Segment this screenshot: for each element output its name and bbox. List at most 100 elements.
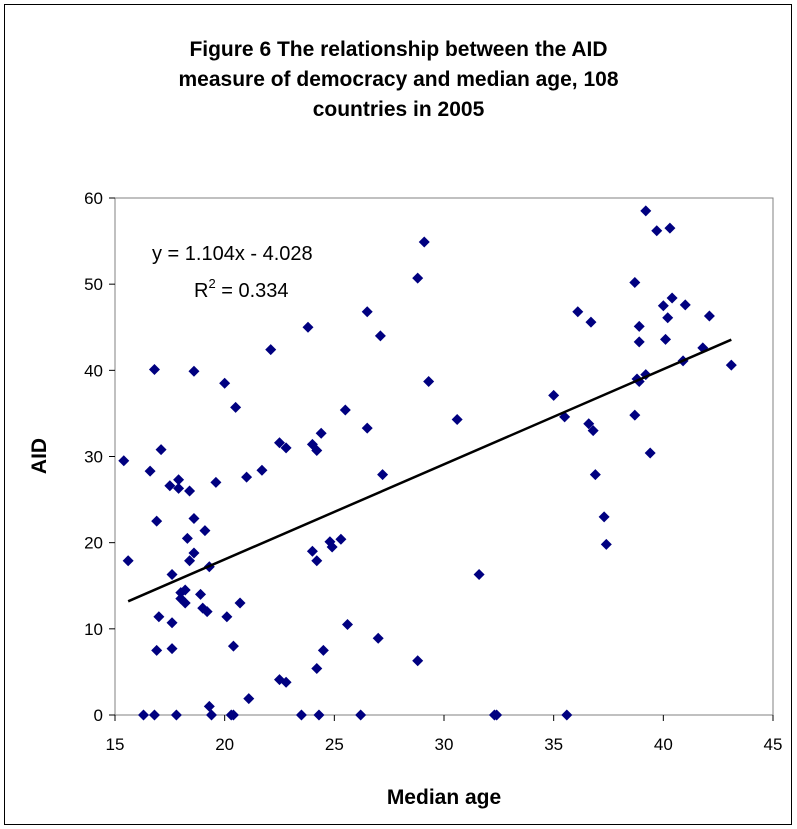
data-point: [657, 300, 669, 312]
data-point: [206, 709, 218, 721]
data-point: [188, 365, 200, 377]
data-point: [170, 709, 182, 721]
x-tick-label: 25: [325, 735, 344, 754]
data-point: [317, 644, 329, 656]
data-point: [664, 222, 676, 234]
data-point: [629, 409, 641, 421]
y-tick-label: 60: [84, 189, 103, 208]
data-point: [181, 532, 193, 544]
data-point: [412, 655, 424, 667]
x-tick-label: 40: [654, 735, 673, 754]
data-point: [341, 619, 353, 631]
data-point: [651, 225, 663, 237]
data-point: [598, 511, 610, 523]
y-axis-title: AID: [28, 438, 51, 474]
data-point: [118, 455, 130, 467]
data-point: [311, 444, 323, 456]
data-point: [166, 569, 178, 581]
data-point: [155, 444, 167, 456]
data-point: [195, 588, 207, 600]
y-tick-label: 20: [84, 534, 103, 553]
data-point: [148, 709, 160, 721]
data-point: [302, 321, 314, 333]
data-point: [164, 480, 176, 492]
data-point: [587, 425, 599, 437]
trendline: [127, 338, 732, 603]
data-point: [184, 485, 196, 497]
data-point: [151, 515, 163, 527]
x-tick-label: 15: [106, 735, 125, 754]
y-tick-label: 40: [84, 361, 103, 380]
chart-title-line-2: measure of democracy and median age, 108: [178, 68, 619, 91]
data-point: [274, 437, 285, 449]
y-tick-label: 10: [84, 620, 103, 639]
data-point: [583, 418, 595, 430]
data-point: [355, 709, 367, 721]
data-point: [662, 312, 674, 324]
data-points: [118, 205, 737, 721]
data-point: [179, 584, 191, 596]
r2-exponent: 2: [208, 276, 215, 291]
data-point: [313, 709, 325, 721]
data-point: [243, 693, 255, 705]
data-point: [166, 617, 178, 629]
data-point: [148, 363, 160, 375]
data-point: [153, 611, 165, 623]
data-point: [221, 611, 233, 623]
data-point: [256, 464, 268, 476]
data-point: [241, 471, 253, 483]
data-point: [151, 644, 163, 656]
data-point: [629, 276, 641, 288]
data-point: [561, 709, 573, 721]
data-point: [184, 555, 196, 567]
data-point: [703, 310, 715, 322]
data-point: [199, 525, 211, 537]
data-point: [166, 643, 178, 655]
chart-title-line-1: Figure 6 The relationship between the AI…: [189, 38, 608, 61]
data-point: [377, 469, 389, 481]
data-point: [633, 336, 645, 348]
data-point: [144, 465, 156, 477]
data-point: [679, 299, 691, 311]
data-point: [335, 533, 347, 545]
data-point: [280, 676, 292, 688]
x-axis-title: Median age: [387, 786, 501, 809]
data-point: [315, 427, 327, 439]
data-point: [491, 709, 503, 721]
x-tick-label: 20: [215, 735, 234, 754]
r2-value: = 0.334: [216, 280, 289, 302]
data-point: [311, 662, 323, 674]
data-point: [188, 547, 200, 559]
data-point: [234, 597, 246, 609]
data-point: [230, 401, 242, 413]
x-tick-label: 45: [764, 735, 783, 754]
chart-title: Figure 6 The relationship between the AI…: [0, 35, 797, 125]
data-point: [644, 447, 656, 459]
y-axis-ticks: 0 10 20 30 40 50 60: [84, 189, 115, 725]
data-point: [423, 376, 435, 388]
data-point: [227, 640, 239, 652]
x-tick-label: 30: [435, 735, 454, 754]
data-point: [660, 333, 672, 345]
data-point: [600, 538, 612, 550]
data-point: [173, 474, 185, 486]
data-point: [372, 632, 384, 644]
data-point: [311, 555, 323, 567]
data-point: [203, 700, 215, 712]
data-point: [451, 413, 463, 425]
data-point: [418, 236, 430, 248]
data-point: [306, 545, 318, 557]
data-point: [173, 482, 185, 494]
data-point: [361, 306, 373, 318]
data-point: [188, 513, 200, 525]
data-point: [138, 709, 150, 721]
data-point: [227, 709, 239, 721]
y-tick-label: 50: [84, 275, 103, 294]
trendline-r-squared: R2 = 0.334: [194, 276, 289, 302]
data-point: [666, 292, 678, 304]
trendline-equation: y = 1.104x - 4.028: [152, 243, 313, 265]
data-point: [122, 555, 134, 567]
data-point: [412, 272, 424, 284]
data-point: [179, 597, 191, 609]
